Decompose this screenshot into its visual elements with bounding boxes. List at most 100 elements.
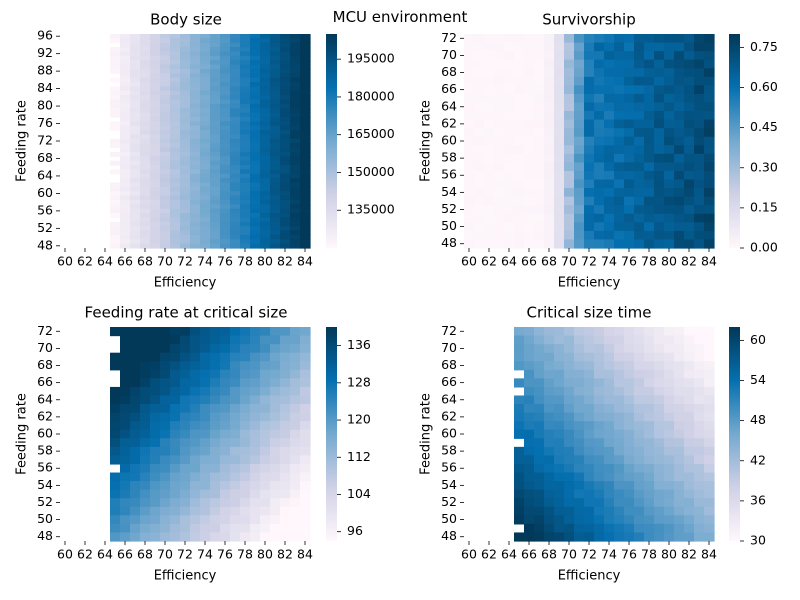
heatmap-cell: [494, 128, 505, 138]
heatmap-cell: [624, 472, 635, 482]
heatmap-cell: [230, 498, 241, 508]
heatmap-cell: [624, 404, 635, 414]
heatmap-cell: [694, 51, 705, 61]
heatmap-cell: [544, 472, 555, 482]
heatmap-cell: [250, 116, 261, 122]
heatmap-cell: [684, 170, 695, 181]
y-tick-label: 54: [441, 477, 457, 492]
heatmap-cell: [240, 143, 251, 149]
heatmap-cell: [634, 170, 645, 181]
heatmap-cell: [210, 191, 221, 197]
heatmap-cell: [140, 208, 151, 214]
heatmap-cell: [534, 335, 545, 345]
heatmap-cell: [230, 199, 241, 205]
heatmap-cell: [544, 404, 555, 414]
heatmap-cell: [704, 463, 715, 474]
heatmap-cell: [290, 82, 301, 88]
heatmap-cell: [230, 186, 241, 192]
heatmap-cell: [110, 125, 121, 131]
heatmap-cell: [190, 125, 201, 131]
colorbar-tick-label: 120: [347, 412, 371, 427]
x-tick-label: 70: [561, 547, 577, 562]
heatmap-cell: [634, 42, 645, 52]
heatmap-cell: [614, 196, 625, 206]
heatmap-cell: [160, 90, 171, 96]
heatmap-cell: [150, 523, 161, 534]
heatmap-cell: [534, 119, 545, 129]
heatmap-cell: [240, 55, 251, 61]
heatmap-cell: [220, 455, 231, 465]
heatmap-cell: [260, 34, 271, 39]
heatmap-cell: [564, 93, 575, 104]
heatmap-cell: [270, 160, 281, 166]
heatmap-cell: [230, 151, 241, 157]
heatmap-cell: [170, 186, 181, 192]
heatmap-cell: [524, 59, 535, 69]
heatmap-cell: [534, 128, 545, 138]
heatmap-cell: [624, 136, 635, 146]
y-tick-label: 62: [441, 408, 457, 423]
heatmap-cell: [270, 412, 281, 422]
heatmap-cell: [564, 395, 575, 405]
heatmap-cell: [210, 327, 221, 337]
heatmap-cell: [160, 34, 171, 39]
heatmap-cell: [300, 498, 311, 508]
heatmap-cell: [464, 119, 475, 129]
heatmap-cell: [464, 111, 475, 121]
heatmap-cell: [544, 76, 555, 86]
heatmap-cell: [140, 481, 151, 491]
heatmap-cell: [474, 188, 485, 198]
colorbar-tick-label: 54: [750, 372, 766, 387]
heatmap-cell: [504, 188, 515, 198]
heatmap-cell: [554, 472, 565, 482]
heatmap-cell: [584, 145, 595, 155]
heatmap-cell: [180, 138, 191, 144]
heatmap-cell: [220, 64, 231, 70]
heatmap-cell: [604, 386, 615, 397]
heatmap-cell: [220, 213, 231, 219]
heatmap-cell: [120, 64, 131, 70]
heatmap-cell: [564, 179, 575, 189]
heatmap-cell: [110, 112, 121, 118]
heatmap-cell: [180, 173, 191, 179]
heatmap-cell: [574, 34, 585, 44]
heatmap-cell: [514, 404, 525, 414]
heatmap-cell: [544, 412, 555, 422]
heatmap-cell: [220, 532, 231, 542]
heatmap-cell: [200, 156, 211, 162]
heatmap-cell: [694, 205, 705, 215]
heatmap-cell: [270, 532, 281, 542]
heatmap-cell: [644, 170, 655, 181]
heatmap-cell: [524, 188, 535, 198]
heatmap-cell: [120, 455, 131, 465]
heatmap-cell: [180, 395, 191, 405]
heatmap-cell: [270, 151, 281, 157]
heatmap-cell: [260, 386, 271, 397]
heatmap-cell: [290, 38, 301, 44]
heatmap-cell: [604, 446, 615, 456]
heatmap-cell: [230, 208, 241, 214]
heatmap-cell: [574, 327, 585, 337]
heatmap-cell: [694, 361, 705, 371]
heatmap-cell: [644, 327, 655, 337]
heatmap-cell: [190, 421, 201, 431]
heatmap-cell: [704, 472, 715, 482]
heatmap-cell: [664, 188, 675, 198]
heatmap-cell: [200, 138, 211, 144]
heatmap-cell: [180, 243, 191, 249]
heatmap-cell: [170, 160, 181, 166]
heatmap-cell: [270, 108, 281, 114]
heatmap-cell: [210, 169, 221, 175]
heatmap-cell: [260, 90, 271, 96]
heatmap-cell: [704, 489, 715, 499]
heatmap-cell: [180, 38, 191, 44]
heatmap-cell: [524, 170, 535, 181]
heatmap-cell: [504, 102, 515, 112]
heatmap-cell: [200, 73, 211, 79]
heatmap-cell: [300, 226, 311, 232]
heatmap-cell: [624, 188, 635, 198]
heatmap-cell: [170, 226, 181, 232]
heatmap-cell: [240, 395, 251, 405]
heatmap-cell: [704, 93, 715, 104]
heatmap-cell: [270, 130, 281, 136]
